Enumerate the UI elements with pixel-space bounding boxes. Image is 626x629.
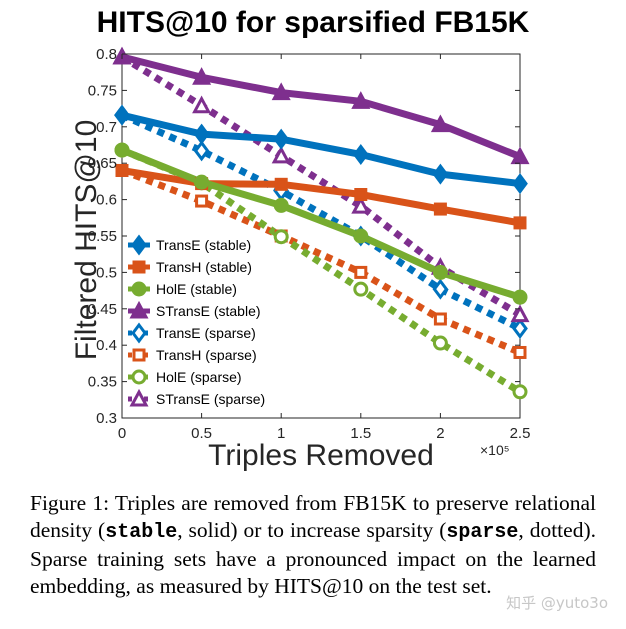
legend-entry-label: TransE (sparse): [156, 325, 256, 341]
data-point: [433, 202, 447, 216]
caption-code-stable: stable: [105, 521, 178, 544]
data-point: [510, 304, 530, 323]
data-point: [351, 91, 371, 109]
y-tick-label: 0.5: [96, 264, 117, 281]
caption-text-2: , solid) or to increase sparsity (: [177, 518, 447, 542]
plot-area-border: [121, 53, 521, 419]
data-point: [115, 163, 129, 177]
data-point: [192, 95, 212, 114]
data-point: [114, 142, 130, 158]
data-point: [193, 140, 210, 162]
data-point: [353, 281, 369, 297]
data-point: [512, 317, 528, 339]
y-tick-label: 0.7: [96, 119, 117, 136]
series-line: [120, 146, 522, 301]
caption-code-sparse: sparse: [446, 521, 519, 544]
legend-entry-label: TransH (stable): [156, 259, 252, 275]
legend-marker: [132, 260, 146, 274]
legend-marker: [129, 300, 149, 319]
data-point: [512, 289, 528, 305]
series-line: [121, 53, 522, 160]
legend-marker: [131, 234, 147, 256]
data-point: [194, 174, 210, 190]
data-point: [513, 345, 527, 359]
legend-entry-label: TransH (sparse): [156, 347, 257, 363]
data-point: [273, 128, 290, 150]
y-tick-label: 0.4: [96, 337, 117, 354]
marker-layer: [112, 46, 530, 400]
data-point: [432, 163, 449, 185]
series-line: [120, 53, 522, 318]
series-line: [120, 111, 522, 332]
y-tick-label: 0.75: [88, 82, 117, 99]
x-tick-label: 2.5: [510, 425, 531, 442]
caption-text-1: Triples are removed from FB15K to preser…: [30, 491, 596, 542]
x-tick-label: 2: [436, 425, 444, 442]
data-point: [433, 312, 447, 326]
legend-entry-label: STransE (stable): [156, 303, 261, 319]
legend-entry-label: HolE (stable): [156, 281, 237, 297]
data-point: [432, 264, 448, 280]
data-point: [432, 278, 449, 300]
x-axis-multiplier: ×10⁵: [480, 442, 510, 458]
y-tick-label: 0.8: [96, 46, 117, 63]
data-point: [512, 173, 528, 195]
legend-entry-label: STransE (sparse): [156, 391, 265, 407]
y-tick-label: 0.6: [96, 192, 117, 209]
data-point: [352, 143, 369, 165]
chart-title: HITS@10 for sparsified FB15K: [96, 6, 530, 39]
data-point: [271, 82, 291, 101]
watermark: 知乎 @yuto3o: [506, 594, 608, 612]
data-point: [195, 194, 209, 208]
data-point: [510, 146, 530, 165]
data-point: [430, 114, 450, 133]
y-axis-label: Filtered HITS@10: [70, 120, 103, 361]
y-tick-label: 0.35: [88, 374, 117, 391]
x-tick-label: 1.5: [350, 425, 371, 442]
x-tick-label: 1: [277, 425, 285, 442]
data-point: [193, 123, 210, 145]
data-point: [192, 67, 212, 85]
caption-label: Figure 1:: [30, 491, 110, 515]
data-point: [513, 216, 527, 230]
x-tick-label: 0.5: [191, 425, 212, 442]
data-point: [351, 195, 371, 214]
data-point: [273, 197, 289, 213]
ticks-layer: 0 0.5 1 1.5 2 2.5 0.3 0.35 0.4 0.45 0.5 0.55 0.6 0.65…: [88, 46, 531, 442]
series-line: [121, 167, 521, 227]
line-chart: 0 0.5 1 1.5 2 2.5 0.3 0.35 0.4 0.45 0.5 0.55 0.6 0.65…: [70, 46, 531, 472]
series-layer: [120, 53, 522, 395]
legend-marker: [132, 348, 146, 362]
legend-marker: [131, 369, 147, 385]
legend-entry-label: TransE (stable): [156, 237, 251, 253]
data-point: [354, 265, 368, 279]
caption-text-3: , dotted). Sparse training sets have a p…: [30, 518, 596, 598]
data-point: [512, 384, 528, 400]
legend-marker: [131, 281, 147, 297]
x-axis-label: Triples Removed: [208, 439, 434, 472]
data-point: [353, 228, 369, 244]
data-point: [271, 145, 291, 164]
legend-entry-label: HolE (sparse): [156, 369, 242, 385]
legend-marker: [131, 322, 147, 344]
legend-marker: [129, 388, 149, 407]
data-point: [274, 177, 288, 191]
series-line: [121, 111, 521, 188]
data-point: [114, 104, 130, 126]
data-point: [273, 229, 289, 245]
figure-caption: Figure 1: Triples are removed from FB15K…: [30, 490, 596, 600]
legend: TransE (stable) TransH (stable) HolE (stab…: [128, 234, 265, 407]
series-line: [120, 167, 522, 356]
y-tick-label: 0.55: [88, 228, 117, 245]
data-point: [432, 335, 448, 351]
y-tick-label: 0.3: [96, 410, 117, 427]
x-tick-label: 0: [118, 425, 126, 442]
y-tick-label: 0.45: [88, 301, 117, 318]
data-point: [354, 188, 368, 202]
y-tick-label: 0.65: [88, 155, 117, 172]
plot-frame: [121, 53, 521, 419]
